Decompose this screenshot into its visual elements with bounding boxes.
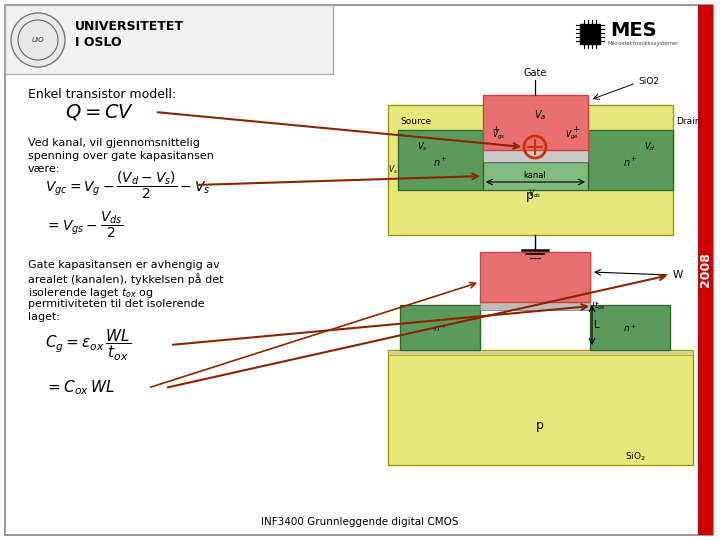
Text: UiO: UiO — [32, 37, 45, 43]
Text: Ved kanal, vil gjennomsnittelig: Ved kanal, vil gjennomsnittelig — [28, 138, 200, 148]
Text: $n^+$: $n^+$ — [433, 322, 447, 334]
Text: +: + — [492, 125, 499, 134]
Text: $= V_{gs} - \dfrac{V_{ds}}{2}$: $= V_{gs} - \dfrac{V_{ds}}{2}$ — [45, 210, 123, 240]
Text: laget:: laget: — [28, 312, 60, 322]
Text: Source: Source — [400, 118, 431, 126]
Text: $V_{gs}$: $V_{gs}$ — [492, 129, 505, 142]
Text: W: W — [673, 270, 683, 280]
Bar — [388, 105, 673, 235]
Bar — [483, 95, 588, 150]
Text: permitiviteten til det isolerende: permitiviteten til det isolerende — [28, 299, 204, 309]
Bar — [590, 305, 670, 350]
Text: $V_s$: $V_s$ — [417, 141, 428, 153]
Text: SiO2: SiO2 — [638, 78, 659, 86]
Text: arealet (kanalen), tykkelsen på det: arealet (kanalen), tykkelsen på det — [28, 273, 223, 285]
Polygon shape — [388, 350, 693, 465]
Text: Drain: Drain — [676, 118, 701, 126]
Text: Gate: Gate — [523, 68, 546, 78]
Text: SiO$_2$: SiO$_2$ — [625, 451, 645, 463]
Text: INF3400 Grunnleggende digital CMOS: INF3400 Grunnleggende digital CMOS — [261, 517, 459, 527]
Text: Mikroelektronikkssystemer: Mikroelektronikkssystemer — [608, 40, 680, 45]
Text: $V_d$: $V_d$ — [644, 141, 656, 153]
Text: I OSLO: I OSLO — [75, 36, 122, 49]
Text: isolerende laget $t_{ox}$ og: isolerende laget $t_{ox}$ og — [28, 286, 154, 300]
Text: $Q = CV$: $Q = CV$ — [65, 102, 135, 122]
Circle shape — [11, 13, 65, 67]
Text: spenning over gate kapasitansen: spenning over gate kapasitansen — [28, 151, 214, 161]
Text: $t_{ox}$: $t_{ox}$ — [594, 300, 606, 312]
Text: $V_{gc} = V_g - \dfrac{(V_d - V_s)}{2} - V_s$: $V_{gc} = V_g - \dfrac{(V_d - V_s)}{2} -… — [45, 169, 210, 201]
Text: $n^+$: $n^+$ — [623, 322, 637, 334]
Bar — [580, 24, 600, 44]
Bar — [483, 162, 588, 190]
Polygon shape — [388, 350, 693, 355]
Text: p: p — [536, 418, 544, 431]
Text: Enkel transistor modell:: Enkel transistor modell: — [28, 88, 176, 101]
Bar — [480, 302, 590, 310]
Text: Gate kapasitansen er avhengig av: Gate kapasitansen er avhengig av — [28, 260, 220, 270]
Text: $= C_{ox}\, WL$: $= C_{ox}\, WL$ — [45, 379, 114, 397]
Text: $V_{ge}$: $V_{ge}$ — [565, 129, 579, 142]
Bar — [588, 130, 673, 190]
Text: L: L — [594, 320, 600, 330]
Text: $V_{ds}$: $V_{ds}$ — [528, 187, 541, 199]
Text: $C_g = \varepsilon_{ox}\, \dfrac{WL}{t_{ox}}$: $C_g = \varepsilon_{ox}\, \dfrac{WL}{t_{… — [45, 327, 131, 363]
Text: være:: være: — [28, 164, 60, 174]
Bar — [400, 305, 480, 350]
Text: MES: MES — [610, 21, 657, 39]
Text: +: + — [572, 125, 579, 134]
Bar — [5, 5, 333, 74]
Text: $n^+$: $n^+$ — [433, 156, 447, 168]
Bar — [398, 130, 483, 190]
Bar — [483, 150, 588, 162]
Bar — [480, 252, 590, 302]
Text: kanal: kanal — [523, 172, 546, 180]
Text: $n^+$: $n^+$ — [623, 156, 637, 168]
Text: UNIVERSITETET: UNIVERSITETET — [75, 19, 184, 32]
Bar — [698, 5, 713, 535]
Text: p: p — [526, 188, 534, 201]
Text: $V_s$: $V_s$ — [388, 164, 398, 176]
Text: 2008: 2008 — [699, 253, 712, 287]
Text: $V_a$: $V_a$ — [534, 108, 546, 122]
